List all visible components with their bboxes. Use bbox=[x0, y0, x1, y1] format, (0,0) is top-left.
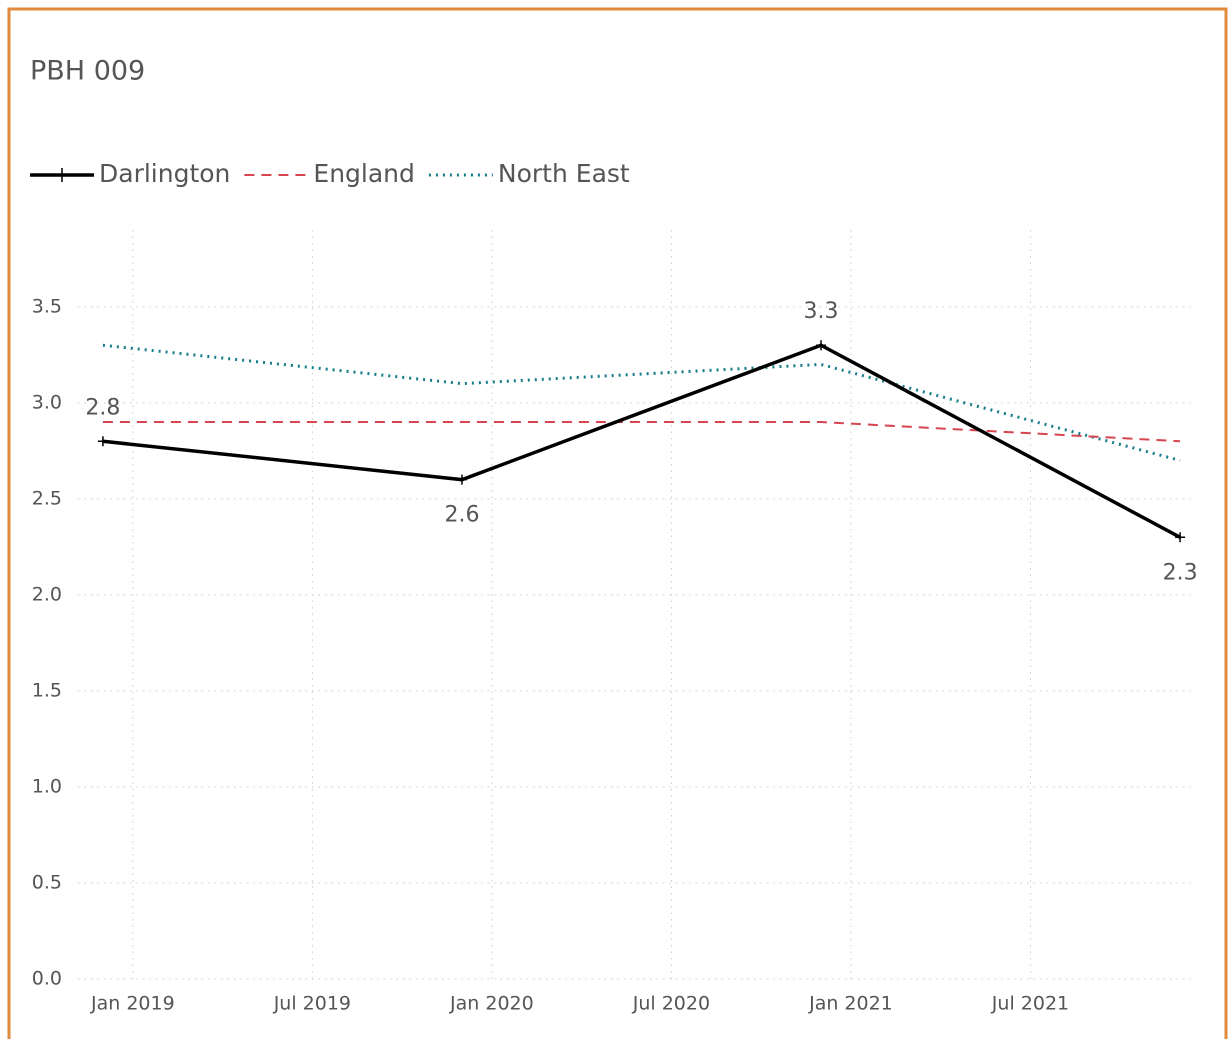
series-line bbox=[102, 343, 1181, 462]
y-tick-label: 2.0 bbox=[32, 583, 62, 605]
data-label: 2.8 bbox=[85, 395, 120, 420]
point-marker bbox=[456, 474, 467, 485]
series-line bbox=[102, 343, 1181, 539]
series-line bbox=[102, 421, 1181, 443]
frame bbox=[7, 7, 1228, 1039]
legend-label: England bbox=[313, 159, 415, 188]
data-label: 2.3 bbox=[1163, 560, 1198, 585]
chart-title: PBH 009 bbox=[30, 56, 145, 87]
y-tick-label: 1.5 bbox=[32, 679, 62, 701]
data-label: 3.3 bbox=[804, 299, 839, 324]
y-tick-label: 3.5 bbox=[32, 295, 62, 317]
y-tick-label: 0.5 bbox=[32, 871, 62, 893]
legend-label: Darlington bbox=[99, 159, 230, 188]
x-tick-label: Jan 2019 bbox=[90, 993, 175, 1015]
x-tick-label: Jul 2019 bbox=[273, 993, 351, 1015]
x-tick-label: Jan 2021 bbox=[808, 993, 893, 1015]
y-tick-label: 0.0 bbox=[32, 968, 62, 990]
x-tick-label: Jul 2021 bbox=[991, 993, 1069, 1015]
point-marker bbox=[97, 436, 108, 447]
y-tick-label: 2.5 bbox=[32, 487, 62, 509]
legend-label: North East bbox=[498, 159, 630, 188]
x-tick-label: Jul 2020 bbox=[632, 993, 710, 1015]
point-marker bbox=[1175, 532, 1186, 543]
y-tick-label: 1.0 bbox=[32, 775, 62, 797]
y-tick-label: 3.0 bbox=[32, 391, 62, 413]
x-tick-label: Jan 2020 bbox=[449, 993, 534, 1015]
point-marker bbox=[816, 340, 827, 351]
data-label: 2.6 bbox=[444, 503, 479, 528]
